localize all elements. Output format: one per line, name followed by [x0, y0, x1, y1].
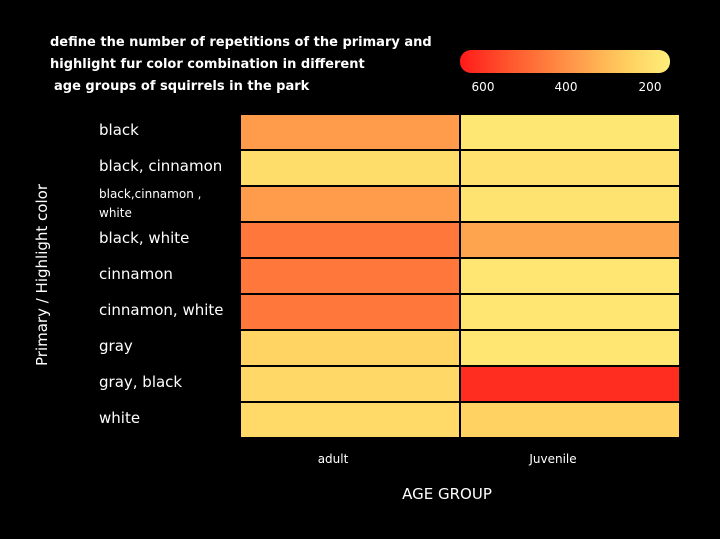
- heatmap-cell: [460, 186, 680, 222]
- y-tick-label: cinnamon: [99, 265, 173, 283]
- heatmap-cell: [240, 186, 460, 222]
- y-tick-label: black: [99, 121, 139, 139]
- heatmap-cell: [240, 258, 460, 294]
- y-tick-label: white: [99, 409, 141, 427]
- colorbar-tick-200: 200: [638, 80, 662, 94]
- chart-title-line-2: highlight fur color combination in diffe…: [50, 57, 365, 72]
- heatmap-cell: [460, 366, 680, 402]
- y-tick-label: gray, black: [99, 373, 183, 391]
- heatmap-cell: [460, 150, 680, 186]
- heatmap-cell: [460, 330, 680, 366]
- y-tick-label: cinnamon, white: [99, 301, 224, 319]
- heatmap-cell: [240, 402, 460, 438]
- heatmap-cell: [460, 114, 680, 150]
- y-tick-label: black, white: [99, 229, 190, 247]
- heatmap-cell: [240, 366, 460, 402]
- colorbar-tick-400: 400: [554, 80, 578, 94]
- heatmap-cell: [460, 258, 680, 294]
- heatmap-cell: [460, 294, 680, 330]
- chart-title-line-3: age groups of squirrels in the park: [54, 79, 310, 94]
- chart-title: define the number of repetitions of the …: [50, 32, 470, 98]
- x-tick-label: Juvenile: [529, 452, 577, 466]
- chart-title-line-1: define the number of repetitions of the …: [50, 35, 432, 50]
- x-axis-label: AGE GROUP: [402, 485, 492, 503]
- y-tick-label: black, cinnamon: [99, 157, 223, 175]
- heatmap-cell: [240, 114, 460, 150]
- x-tick-label: adult: [317, 452, 349, 466]
- heatmap-cell: [240, 294, 460, 330]
- heatmap-cell: [460, 402, 680, 438]
- heatmap-grid: [240, 114, 680, 438]
- heatmap-cell: [240, 222, 460, 258]
- colorbar: [460, 50, 670, 73]
- y-tick-label: black,cinnamon , white: [99, 187, 202, 220]
- heatmap-cell: [240, 330, 460, 366]
- heatmap-cell: [240, 150, 460, 186]
- colorbar-tick-600: 600: [471, 80, 495, 94]
- heatmap-cell: [460, 222, 680, 258]
- y-axis-label: Primary / Highlight color: [33, 184, 51, 366]
- y-tick-label: gray: [99, 337, 133, 355]
